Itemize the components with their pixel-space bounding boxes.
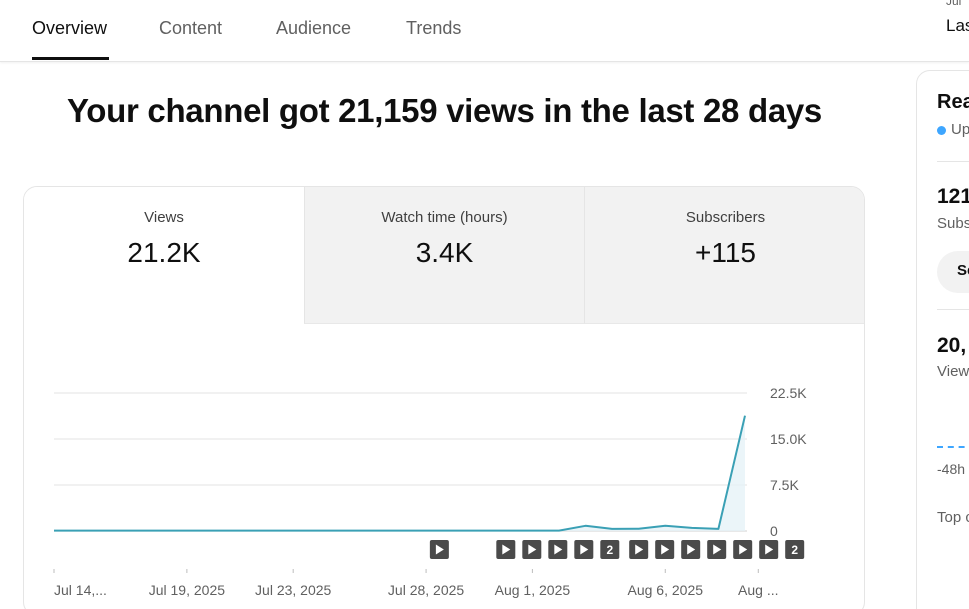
play-icon [435,544,444,555]
play-icon [554,544,563,555]
realtime-panel: Rea Up 121 Subs Se 20, View -48h Top c [916,70,969,609]
tab-trends[interactable]: Trends [406,18,462,38]
realtime-subscribers-value: 121 [937,185,969,208]
metric-tab-subscribers[interactable]: Subscribers +115 [584,187,864,324]
tab-overview[interactable]: Overview [32,18,109,60]
tab-audience[interactable]: Audience [276,18,352,38]
play-icon [635,544,644,555]
metric-value: +115 [695,237,756,268]
metric-tab-watch-time[interactable]: Watch time (hours) 3.4K [304,187,584,324]
realtime-update-text: Up [951,121,969,138]
series-line [54,415,746,532]
date-range-caption[interactable]: Jul [946,0,962,8]
live-dot-icon [937,126,946,135]
realtime-title: Rea [937,91,969,113]
realtime-sparkline [937,446,969,448]
metric-value: 21.2K [127,237,201,268]
realtime-subscribers-label: Subs [937,215,969,232]
metric-value: 3.4K [415,237,474,268]
play-icon [765,544,774,555]
date-range-selector[interactable]: Las [946,16,969,35]
y-tick-label: 7.5K [770,477,799,493]
divider [937,161,969,162]
x-tick-label: Jul 23, 2025 [255,582,331,598]
video-marker-overflow [785,540,805,559]
page-headline: Your channel got 21,159 views in the las… [67,92,822,129]
x-tick-label: Aug 1, 2025 [495,582,571,598]
play-icon [580,544,589,555]
analytics-tab-bar: Overview Content Audience Trends Jul Las [0,0,969,62]
play-icon [528,544,537,555]
metric-label: Views [144,209,184,226]
see-live-count-button[interactable]: Se [937,251,969,293]
video-marker-count: 2 [791,543,798,557]
y-tick-label: 0 [770,523,778,539]
play-icon [661,544,670,555]
metrics-card: Views 21.2K Watch time (hours) 3.4K Subs… [23,186,865,609]
play-icon [713,544,722,555]
play-icon [739,544,748,555]
x-tick-label: Jul 14,... [54,582,107,598]
divider [937,309,969,310]
x-tick-label: Aug 6, 2025 [628,582,704,598]
series-area [54,415,745,531]
realtime-views-label: View [937,363,969,380]
realtime-top-content-label: Top c [937,509,969,526]
y-tick-label: 15.0K [770,431,807,447]
x-tick-label: Jul 19, 2025 [149,582,225,598]
y-tick-label: 22.5K [770,385,807,401]
metric-label: Watch time (hours) [381,209,508,226]
tab-content[interactable]: Content [159,18,223,38]
x-tick-label: Jul 28, 2025 [388,582,464,598]
realtime-range-label: -48h [937,461,966,477]
video-marker-count: 2 [606,543,613,557]
play-icon [687,544,696,555]
metric-tab-views[interactable]: Views 21.2K [24,187,304,324]
play-icon [502,544,511,555]
x-tick-label: Aug ... [738,582,778,598]
realtime-views-value: 20, [937,334,967,357]
metric-label: Subscribers [685,209,766,226]
video-marker-overflow [600,540,620,559]
